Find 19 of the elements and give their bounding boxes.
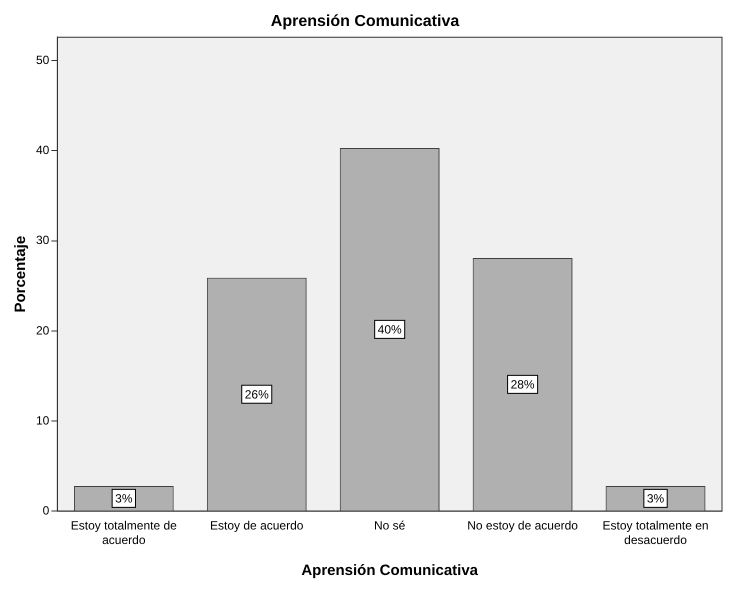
data-label: 28% xyxy=(510,378,535,392)
y-tick-label: 20 xyxy=(36,323,50,338)
y-tick-label: 0 xyxy=(42,504,50,518)
data-label: 3% xyxy=(115,492,133,506)
x-tick-label: Estoy de acuerdo xyxy=(210,518,304,533)
x-tick-label: No sé xyxy=(374,518,406,533)
y-axis-title: Porcentaje xyxy=(12,236,30,313)
data-label: 40% xyxy=(378,322,402,337)
data-label: 26% xyxy=(244,388,270,402)
chart-title: Aprensión Comunicativa xyxy=(270,13,460,30)
x-tick-label: Estoy totalmente en desacuerdo xyxy=(602,518,709,548)
x-tick-label: Estoy totalmente de acuerdo xyxy=(70,518,178,548)
y-tick-label: 40 xyxy=(36,143,50,158)
y-tick-label: 10 xyxy=(36,413,50,428)
x-axis-title: Aprensión Comunicativa xyxy=(301,562,479,580)
y-tick-label: 50 xyxy=(36,52,50,67)
data-label: 3% xyxy=(646,492,665,506)
x-tick-label: No estoy de acuerdo xyxy=(467,518,578,533)
y-tick-label: 30 xyxy=(36,233,50,248)
